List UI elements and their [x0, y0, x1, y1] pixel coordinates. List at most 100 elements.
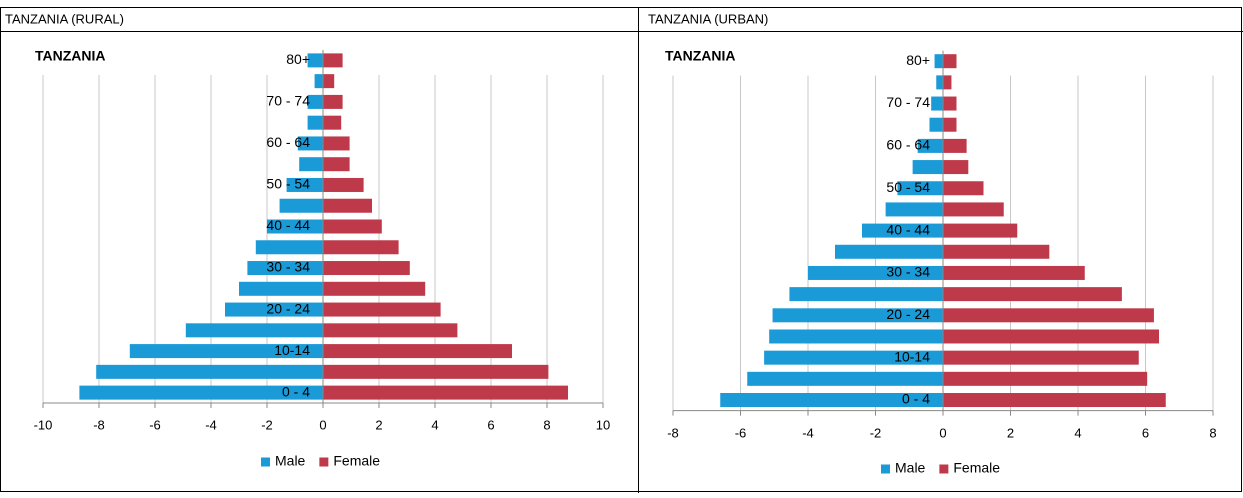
bar [943, 265, 1085, 280]
bar [789, 287, 943, 302]
bar [255, 240, 323, 255]
bar [943, 287, 1122, 302]
bar [769, 329, 943, 344]
x-tick-label: 2 [375, 417, 382, 432]
bar [897, 181, 943, 196]
bar [323, 157, 350, 172]
x-tick-label: -4 [802, 425, 814, 440]
x-tick-label: -8 [667, 425, 679, 440]
bar [323, 198, 372, 213]
bar [943, 393, 1166, 408]
bar [929, 117, 943, 132]
bar [943, 54, 957, 69]
x-tick-label: 6 [487, 417, 494, 432]
bar [720, 393, 943, 408]
y-tick-label: 80+ [286, 51, 310, 67]
bar [239, 281, 323, 296]
bar [931, 96, 943, 111]
chart-title: TANZANIA [35, 48, 106, 64]
bar [323, 323, 458, 338]
bar [299, 157, 323, 172]
y-tick-label: 60 - 64 [266, 134, 310, 150]
bar [943, 202, 1004, 217]
x-tick-label: -8 [93, 417, 105, 432]
bar [943, 308, 1154, 323]
x-tick-label: 0 [319, 417, 326, 432]
bar [917, 138, 943, 153]
y-tick-label: 20 - 24 [266, 300, 310, 316]
bar [943, 75, 952, 90]
bar [323, 115, 342, 130]
y-tick-label: 0 - 4 [902, 391, 930, 407]
bar [943, 350, 1139, 365]
x-tick-label: 6 [1142, 425, 1149, 440]
legend-label: Female [953, 460, 1000, 476]
bar [307, 94, 323, 109]
bar [297, 136, 323, 151]
y-tick-label: 70 - 74 [266, 93, 310, 109]
x-tick-label: -2 [261, 417, 273, 432]
bar [286, 177, 323, 192]
legend-swatch [319, 457, 329, 467]
bar [225, 302, 323, 317]
bar [323, 385, 568, 400]
bar [885, 202, 943, 217]
legend-swatch [881, 464, 890, 474]
bar [943, 371, 1148, 386]
y-tick-label: 40 - 44 [886, 221, 930, 237]
bar [185, 323, 323, 338]
bar [323, 281, 426, 296]
bar [943, 160, 969, 175]
bar [934, 54, 943, 69]
bar [323, 136, 350, 151]
legend-swatch [261, 457, 270, 467]
y-tick-label: 10-14 [274, 342, 310, 358]
bar [323, 219, 382, 234]
bar [943, 181, 984, 196]
bar [943, 223, 1018, 238]
bar [808, 265, 943, 280]
bar [96, 364, 323, 379]
y-tick-label: 50 - 54 [886, 179, 930, 195]
bar [862, 223, 943, 238]
bar [279, 198, 323, 213]
bar [323, 240, 399, 255]
y-tick-label: 10-14 [894, 348, 930, 364]
bar [323, 94, 343, 109]
bar [943, 138, 967, 153]
bar [307, 53, 323, 68]
panel-header: TANZANIA (URBAN) [648, 11, 768, 26]
legend-label: Female [333, 453, 380, 469]
bar [936, 75, 943, 90]
bar [323, 261, 410, 276]
x-tick-label: -4 [205, 417, 217, 432]
bar [323, 302, 441, 317]
x-tick-label: 2 [1007, 425, 1014, 440]
x-tick-label: 8 [1209, 425, 1216, 440]
x-tick-label: 10 [596, 417, 610, 432]
bar [943, 96, 957, 111]
y-tick-label: 0 - 4 [282, 383, 310, 399]
x-tick-label: 4 [431, 417, 438, 432]
bar [835, 244, 943, 259]
bar [307, 115, 323, 130]
x-tick-label: -2 [870, 425, 882, 440]
bar [323, 74, 335, 89]
bar [772, 308, 943, 323]
frame [0, 7, 1242, 492]
bar [764, 350, 943, 365]
legend-swatch [939, 464, 949, 474]
bar [323, 344, 512, 359]
y-tick-label: 50 - 54 [266, 176, 310, 192]
x-tick-label: 4 [1074, 425, 1081, 440]
bar [323, 364, 549, 379]
bar [912, 160, 943, 175]
bar [267, 219, 323, 234]
x-tick-label: -6 [735, 425, 747, 440]
y-tick-label: 20 - 24 [886, 306, 930, 322]
bar [943, 117, 957, 132]
bar [323, 53, 343, 68]
bar [79, 385, 324, 400]
y-tick-label: 80+ [906, 52, 930, 68]
